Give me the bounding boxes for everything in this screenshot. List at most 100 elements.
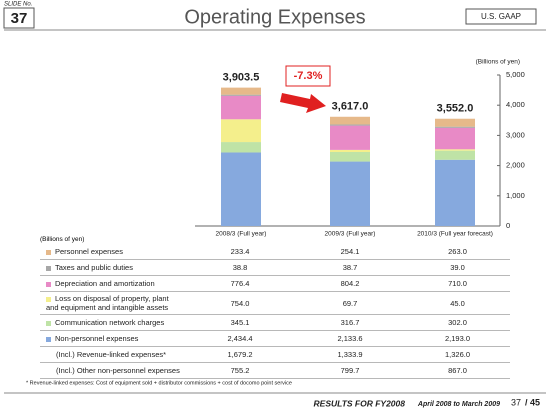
legend-swatch (46, 336, 51, 342)
table-value: 302.0 (405, 314, 510, 331)
bar-segment (221, 152, 261, 226)
bar-segment (435, 127, 475, 150)
table-value: 39.0 (405, 259, 510, 276)
table-value: 2,193.0 (405, 330, 510, 347)
bar-segment (435, 118, 475, 127)
table-row: Personnel expenses 233.4 254.1 263.0 (40, 244, 510, 260)
bar-segment (330, 152, 370, 162)
table-row: Taxes and public duties 38.8 38.7 39.0 (40, 259, 510, 276)
row-label-cell: Communication network charges (40, 314, 185, 331)
bar-segment (330, 116, 370, 125)
y-tick-label: 2,000 (506, 161, 525, 170)
table-value: 804.2 (295, 275, 405, 292)
legend-label: Depreciation and amortization (55, 279, 155, 288)
table-row: Communication network charges 345.1 316.7 3… (40, 314, 510, 331)
bar-segment (435, 159, 475, 226)
table-unit: (Billions of yen) (40, 236, 85, 243)
row-label-cell: Taxes and public duties (40, 259, 185, 276)
table-value: 233.4 (185, 244, 295, 260)
slide-label: SLIDE No. (4, 2, 32, 8)
table-value: 2,434.4 (185, 330, 295, 347)
legend-label: Non-personnel expenses (55, 334, 139, 343)
badge: U.S. GAAP (481, 12, 521, 21)
table-value: 867.0 (405, 362, 510, 379)
table-value: 38.8 (185, 259, 295, 276)
row-label: (Incl.) Other non-personnel expenses (40, 362, 185, 379)
page-total: / 45 (525, 397, 540, 407)
slide-number: 37 (11, 10, 28, 27)
bar-segment (330, 161, 370, 226)
bar-segment (221, 94, 261, 96)
y-axis-label: (Billions of yen) (476, 59, 520, 66)
row-label-cell: Non-personnel expenses (40, 330, 185, 347)
row-label: (Incl.) Revenue-linked expenses* (40, 346, 185, 363)
footnote: * Revenue-linked expenses: Cost of equip… (26, 380, 292, 386)
x-tick-label: 2009/3 (Full year) (325, 231, 376, 238)
table-value: 1,333.9 (295, 346, 405, 363)
table-value: 263.0 (405, 244, 510, 260)
slide-number-box (3, 7, 35, 29)
badge-box (465, 8, 537, 25)
table-row: (Incl.) Revenue-linked expenses* 1,679.2 1… (40, 346, 510, 363)
arrow (280, 93, 326, 113)
y-tick-label: 5,000 (506, 70, 525, 79)
bar-segment (221, 95, 261, 120)
total-label: 3,552.0 (437, 103, 474, 115)
footer-title: RESULTS FOR FY2008 (314, 398, 406, 408)
row-label-cell: Loss on disposal of property, plant and … (40, 291, 185, 315)
bar-segment (330, 125, 370, 150)
bar-segment (330, 149, 370, 153)
y-tick-label: 1,000 (506, 191, 525, 200)
table-value: 38.7 (295, 259, 405, 276)
table-value: 710.0 (405, 275, 510, 292)
x-tick-label: 2010/3 (Full year forecast) (417, 231, 493, 238)
legend-label: Personnel expenses (55, 247, 123, 256)
annotation: -7.3% (294, 70, 323, 82)
y-tick-label: 3,000 (506, 130, 525, 139)
bar-segment (435, 149, 475, 151)
bar-segment (221, 119, 261, 143)
table-value: 755.2 (185, 362, 295, 379)
legend-swatch (46, 320, 51, 326)
table-value: 2,133.6 (295, 330, 405, 347)
total-label: 3,617.0 (332, 101, 369, 113)
annotation-box (285, 65, 331, 87)
legend-swatch (46, 296, 51, 302)
table-value: 754.0 (185, 291, 295, 315)
y-tick-label: 4,000 (506, 100, 525, 109)
table-value: 45.0 (405, 291, 510, 315)
legend-label: Loss on disposal of property, plant and … (46, 294, 169, 312)
bar-segment (221, 142, 261, 153)
table-value: 799.7 (295, 362, 405, 379)
table-row: Loss on disposal of property, plant and … (40, 291, 510, 315)
table-row: Depreciation and amortization 776.4 804.2 7… (40, 275, 510, 292)
row-label-cell: Personnel expenses (40, 244, 185, 260)
table-value: 316.7 (295, 314, 405, 331)
legend-swatch (46, 281, 51, 287)
page-number: 37 (511, 397, 521, 407)
table-value: 345.1 (185, 314, 295, 331)
slide-title: Operating Expenses (184, 6, 365, 28)
legend-swatch (46, 249, 51, 255)
table-value: 254.1 (295, 244, 405, 260)
table-value: 69.7 (295, 291, 405, 315)
table-value: 1,679.2 (185, 346, 295, 363)
legend-swatch (46, 265, 51, 271)
table-value: 1,326.0 (405, 346, 510, 363)
row-label-cell: Depreciation and amortization (40, 275, 185, 292)
table-row: Non-personnel expenses 2,434.4 2,133.6 2,19… (40, 330, 510, 347)
bar-segment (221, 87, 261, 95)
table: Personnel expenses 233.4 254.1 263.0 Taxes a… (40, 244, 510, 379)
bar-segment (435, 126, 475, 128)
x-tick-label: 2008/3 (Full year) (216, 231, 267, 238)
legend-label: Communication network charges (55, 318, 165, 327)
footer-period: April 2008 to March 2009 (417, 401, 500, 408)
y-tick-label: 0 (506, 221, 510, 230)
legend-label: Taxes and public duties (55, 263, 133, 272)
total-label: 3,903.5 (223, 72, 260, 84)
bar-segment (435, 150, 475, 160)
table-row: (Incl.) Other non-personnel expenses 755.… (40, 362, 510, 379)
table-value: 776.4 (185, 275, 295, 292)
